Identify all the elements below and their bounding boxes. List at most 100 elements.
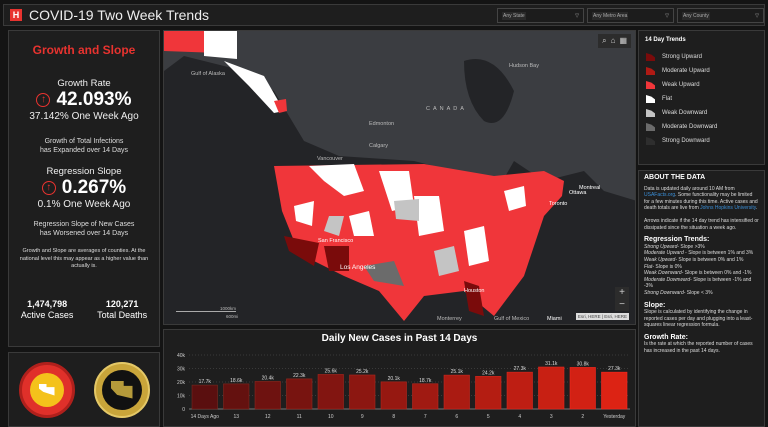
search-icon[interactable]: ⌕	[602, 36, 607, 45]
growth-note-line: has Expanded over 14 Days	[40, 147, 128, 154]
total-deaths-value: 120,271	[105, 298, 139, 309]
map-label: Los Angeles	[340, 264, 376, 271]
bar	[254, 381, 281, 410]
x-tick-label: 11	[297, 414, 302, 420]
legend-item: Weak Upward	[646, 78, 764, 92]
trend-definition: Strong Upward- Slope >3%	[644, 244, 759, 251]
x-tick-label: 4	[518, 414, 521, 420]
data-label: 27.3k	[608, 366, 621, 372]
usafacts-link[interactable]: USAFacts.org	[644, 192, 676, 199]
about-title: ABOUT THE DATA	[644, 174, 706, 181]
total-deaths: 120,271 Total Deaths	[97, 299, 147, 321]
basemap-gallery-icon[interactable]: ▦	[619, 36, 627, 45]
legend-item: Strong Downward	[646, 134, 764, 148]
trend-name: Weak Upward	[644, 256, 676, 263]
bar	[349, 374, 376, 410]
trends-heading: Regression Trends:	[644, 236, 710, 244]
active-cases-value: 1,474,798	[27, 298, 68, 309]
slope-value: ↑ 0.267%	[9, 177, 159, 199]
state-select-value: Any State	[502, 11, 526, 20]
trend-rule: - Slope is between 0% and -1%	[681, 270, 752, 277]
app-header: H COVID-19 Two Week Trends Any State ▽ An…	[3, 4, 765, 26]
x-tick-label: 8	[392, 414, 395, 420]
map-label: Gulf of Alaska	[191, 71, 225, 77]
bar	[380, 381, 407, 410]
growth-slope-panel: Growth and Slope Growth Rate ↑ 42.093% 37…	[8, 30, 160, 347]
trend-name: Strong Upward	[644, 243, 678, 250]
county-select[interactable]: Any County ▽	[677, 8, 764, 23]
map-label: CANADA	[426, 106, 467, 112]
usace-logo-icon: H	[10, 9, 22, 21]
legend-title: 14 Day Trends	[645, 37, 686, 43]
trend-name: Moderate Upward	[644, 250, 684, 257]
slope-label: Regression Slope	[46, 166, 122, 177]
map-label: Edmonton	[369, 121, 395, 127]
home-icon[interactable]: ⌂	[610, 36, 616, 45]
trend-rule: - Slope < 3%	[683, 289, 713, 296]
map-label: Ottawa	[569, 190, 587, 196]
legend-label: Flat	[662, 96, 673, 102]
data-label: 24.2k	[482, 370, 495, 376]
bar	[506, 371, 533, 410]
legend-swatch-icon	[646, 123, 655, 131]
data-label: 18.7k	[419, 378, 432, 384]
data-label: 30.8k	[577, 361, 590, 367]
us-counties	[274, 164, 564, 321]
totals: 1,474,798 Active Cases 120,271 Total Death…	[9, 299, 159, 321]
growth-note-line: Growth of Total Infections	[44, 138, 124, 145]
slope-heading: Slope:	[644, 301, 666, 309]
data-label: 20.1k	[388, 376, 401, 382]
metro-select[interactable]: Any Metro Area ▽	[587, 8, 674, 23]
legend-swatch-icon	[646, 137, 655, 145]
growth-note: Growth of Total Infections has Expanded o…	[9, 137, 159, 155]
map-label: Gulf of Mexico	[494, 316, 530, 322]
active-cases-label: Active Cases	[20, 309, 74, 320]
y-tick-label: 0	[182, 407, 185, 413]
jhu-link[interactable]: Johns Hopkins University	[700, 205, 756, 212]
data-label: 31.1k	[545, 361, 558, 367]
bar	[601, 371, 628, 410]
legend-label: Strong Downward	[662, 138, 710, 144]
arrow-up-icon: ↑	[41, 181, 56, 195]
slope-number: 0.267%	[61, 177, 127, 198]
bar	[475, 376, 502, 410]
data-label: 18.6k	[230, 378, 243, 384]
legend-label: Moderate Upward	[662, 68, 710, 74]
daily-cases-chart: Daily New Cases in Past 14 Days 0 10k 20k 3…	[163, 329, 636, 427]
bar	[412, 383, 439, 410]
trend-definition: Flat- Slope is 0%	[644, 264, 759, 271]
growth-text: Is the rate at which the reported number…	[644, 341, 753, 355]
trend-definition: Moderate Upward - Slope is between 1% an…	[644, 250, 759, 257]
y-tick-label: 10k	[177, 394, 186, 400]
x-tick-label: Yesterday	[603, 414, 626, 420]
x-tick-label: 6	[455, 414, 458, 420]
trend-rule: - Slope is 0%	[652, 263, 682, 270]
bar	[443, 374, 470, 410]
legend-swatch-icon	[646, 109, 655, 117]
about-paragraph: Data is updated daily around 10 AM from …	[644, 186, 759, 212]
southwestern-division-seal	[93, 361, 150, 418]
trend-name: Strong Downward	[644, 289, 684, 296]
map-label: Vancouver	[317, 156, 343, 162]
growth-rate-label: Growth Rate	[57, 78, 111, 89]
legend-label: Weak Downward	[662, 110, 708, 116]
chevron-down-icon: ▽	[575, 12, 579, 19]
map-label: Monterrey	[437, 316, 462, 322]
trend-name: Weak Downward	[644, 270, 682, 277]
text: . Some functionality may be limited for …	[644, 192, 758, 212]
about-panel[interactable]: ABOUT THE DATA Data is updated daily aro…	[638, 170, 765, 427]
bar	[191, 384, 218, 410]
map-label: San Francisco	[318, 238, 354, 244]
bar	[538, 366, 565, 410]
basemap	[164, 31, 635, 321]
zoom-in-button[interactable]: +	[619, 287, 625, 298]
zoom-out-button[interactable]: −	[619, 299, 625, 310]
legend-swatch-icon	[646, 67, 655, 75]
legend-item: Strong Upward	[646, 50, 764, 64]
x-tick-label: 13	[233, 414, 239, 420]
state-select[interactable]: Any State ▽	[497, 8, 584, 23]
growth-week-ago: 37.142% One Week Ago	[29, 111, 139, 122]
scale-km: 1000km	[219, 306, 236, 311]
map-view[interactable]: ⌕ ⌂ ▦ Gulf of Alaska Hudson Bay CANADA Edm…	[163, 30, 636, 325]
bar	[223, 383, 250, 410]
